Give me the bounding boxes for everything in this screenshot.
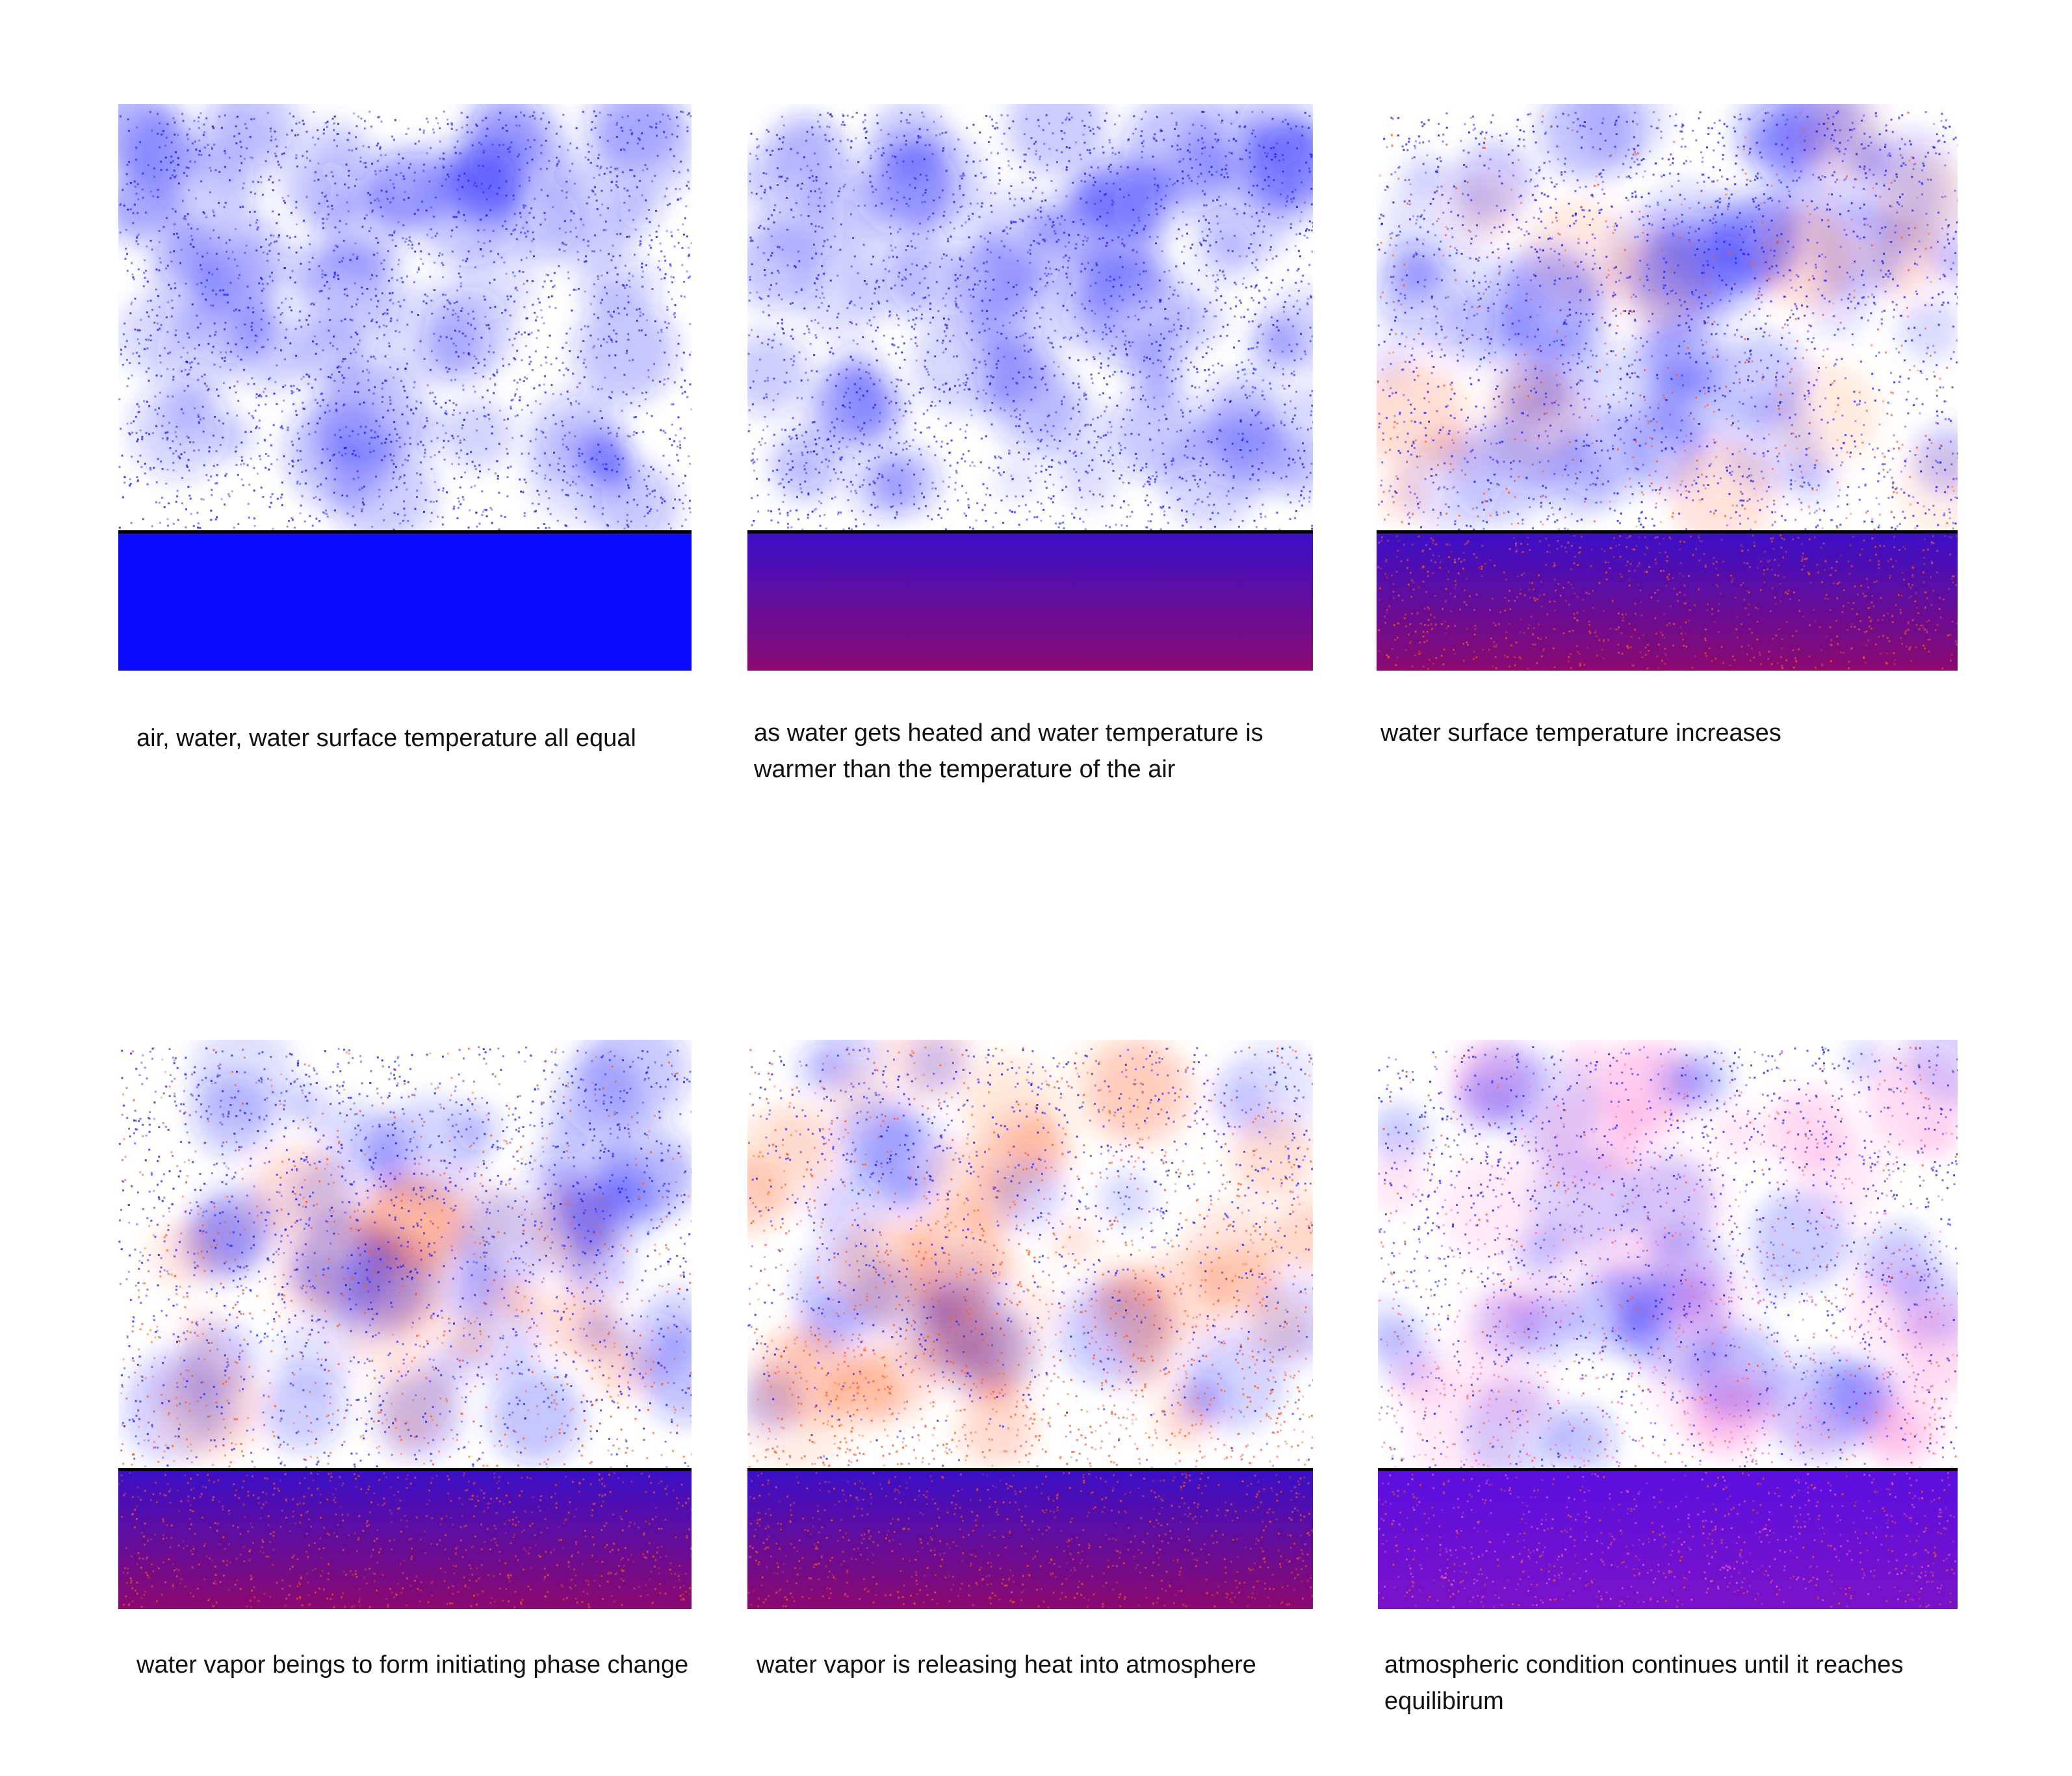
panel-4-air-particles bbox=[118, 1046, 692, 1469]
panel-6-caption: atmospheric condition continues until it… bbox=[1384, 1651, 1904, 1715]
panel-1-water-surface-line bbox=[118, 530, 692, 534]
panel-3-caption: water surface temperature increases bbox=[1380, 719, 1781, 747]
panel-1-illustration bbox=[118, 104, 692, 671]
panel-6 bbox=[1378, 1040, 1958, 1609]
panel-5-illustration bbox=[747, 1040, 1313, 1609]
panel-5-caption: water vapor is releasing heat into atmos… bbox=[757, 1651, 1256, 1679]
panel-3-water-particles bbox=[1377, 534, 1958, 670]
panel-1-air-particles bbox=[118, 110, 692, 531]
panel-5-water-surface-line bbox=[747, 1468, 1313, 1471]
panel-6-water-particles bbox=[1378, 1472, 1956, 1608]
panel-4-air-cloud bbox=[122, 1040, 692, 1463]
panel-4-water-particles bbox=[118, 1472, 692, 1608]
panel-5 bbox=[747, 1040, 1313, 1609]
panel-6-illustration bbox=[1378, 1040, 1958, 1609]
panel-3-illustration bbox=[1377, 104, 1958, 671]
panel-4-caption: water vapor beings to form initiating ph… bbox=[136, 1651, 689, 1679]
panel-4-illustration bbox=[118, 1040, 692, 1609]
panel-5-air-cloud bbox=[747, 1040, 1313, 1472]
panel-3-water-surface-line bbox=[1377, 530, 1958, 534]
panel-5-water-body bbox=[747, 1469, 1313, 1609]
panel-4 bbox=[118, 1040, 692, 1609]
panel-5-water-particles bbox=[747, 1472, 1313, 1608]
panel-4-water-body bbox=[118, 1469, 692, 1609]
panel-2-water-surface-line bbox=[747, 530, 1313, 534]
panel-2-air-cloud bbox=[747, 104, 1313, 529]
panel-2-air-particles bbox=[747, 110, 1313, 531]
panel-2 bbox=[747, 104, 1313, 671]
panel-3-air-cloud bbox=[1377, 104, 1958, 549]
panel-6-air-particles bbox=[1378, 1046, 1958, 1469]
panel-4-water-surface-line bbox=[118, 1468, 692, 1471]
panel-3-air-particles bbox=[1377, 110, 1958, 531]
panel-6-air-cloud bbox=[1378, 1040, 1958, 1488]
panel-1-air-cloud bbox=[118, 104, 692, 546]
panel-6-water-body bbox=[1378, 1469, 1958, 1609]
panel-2-caption: as water gets heated and water temperatu… bbox=[754, 719, 1263, 783]
panel-1-water-body bbox=[118, 532, 692, 671]
panel-3 bbox=[1377, 104, 1958, 671]
panel-5-air-particles bbox=[747, 1046, 1313, 1469]
panel-1-caption: air, water, water surface temperature al… bbox=[136, 725, 636, 752]
panel-2-water-body bbox=[747, 532, 1313, 671]
panel-1 bbox=[118, 104, 692, 671]
panel-2-illustration bbox=[747, 104, 1313, 671]
panel-6-water-surface-line bbox=[1378, 1468, 1958, 1471]
